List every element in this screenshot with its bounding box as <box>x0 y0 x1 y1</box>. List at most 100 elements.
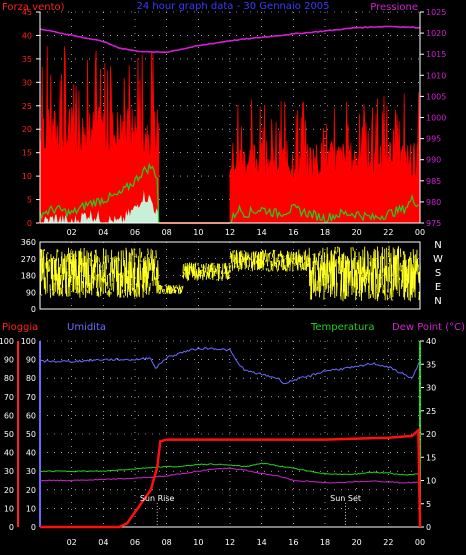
chart-title: 24 hour graph data - 30 Gennaio 2005 <box>136 1 329 12</box>
rain-tick-label: 70 <box>4 393 14 402</box>
direction-tick-label: 0 <box>31 305 36 314</box>
direction-frame <box>39 241 421 310</box>
rain-tick-label: 60 <box>4 411 14 420</box>
pressure-tick-label: 1015 <box>426 50 446 59</box>
hour-tick-label: 06 <box>130 228 140 237</box>
hour-tick-label: 14 <box>257 228 267 237</box>
rain-tick-label: 20 <box>4 486 14 495</box>
direction-tick-label: 360 <box>21 238 36 247</box>
wind-tick-label: 45 <box>22 8 32 17</box>
hour-tick-label: 04 <box>98 538 108 547</box>
hour-tick-label: 22 <box>383 228 393 237</box>
compass-label: S <box>435 268 441 279</box>
temperature-tick-label: 35 <box>426 360 436 369</box>
compass-label: W <box>433 254 443 265</box>
humidity-tick-label: 100 <box>21 337 36 346</box>
pressure-line <box>39 25 421 54</box>
pressure-tick-label: 985 <box>426 177 441 186</box>
wind-tick-label: 5 <box>27 196 32 205</box>
rain-line <box>40 427 422 529</box>
temperature-tick-label: 25 <box>426 407 436 416</box>
temperature-tick-label: 20 <box>426 430 436 439</box>
rain-tick-label: 30 <box>4 467 14 476</box>
rain-label: Pioggia <box>2 322 38 333</box>
rain-tick-label: 40 <box>4 449 14 458</box>
humidity-tick-label: 90 <box>26 356 36 365</box>
temperature-tick-label: 10 <box>426 477 436 486</box>
compass-label: N <box>434 240 441 251</box>
temperature-line <box>39 462 421 476</box>
wind-tick-label: 10 <box>22 172 32 181</box>
hour-tick-label: 06 <box>130 538 140 547</box>
hour-tick-label: 04 <box>98 228 108 237</box>
hour-tick-label: 22 <box>383 538 393 547</box>
hour-tick-label: 08 <box>162 538 172 547</box>
hour-tick-label: 16 <box>288 228 298 237</box>
rain-tick-label: 50 <box>4 430 14 439</box>
pressure-axis-title: Pressione <box>370 2 418 13</box>
rain-tick-label: 0 <box>9 523 14 532</box>
humidity-tick-label: 70 <box>26 393 36 402</box>
direction-tick-label: 180 <box>21 272 36 281</box>
rain-tick-label: 80 <box>4 374 14 383</box>
hour-tick-label: 16 <box>288 538 298 547</box>
temperature-tick-label: 40 <box>426 337 436 346</box>
pressure-tick-label: 1025 <box>426 8 446 17</box>
dewpoint-line <box>39 467 421 484</box>
humidity-label: Umidita <box>67 322 106 333</box>
hour-tick-label: 08 <box>162 228 172 237</box>
temperature-tick-label: 30 <box>426 384 436 393</box>
pressure-tick-label: 995 <box>426 135 441 144</box>
wind-tick-label: 20 <box>22 125 32 134</box>
temperature-tick-label: 0 <box>426 523 431 532</box>
rain-tick-label: 100 <box>0 337 14 346</box>
wind-gust-area-morning <box>39 46 160 224</box>
humidity-tick-label: 50 <box>26 430 36 439</box>
pressure-tick-label: 1010 <box>426 71 446 80</box>
humidity-tick-label: 40 <box>26 449 36 458</box>
pressure-tick-label: 990 <box>426 156 441 165</box>
humidity-tick-label: 30 <box>26 467 36 476</box>
hour-tick-label: 18 <box>320 538 330 547</box>
hour-tick-label: 00 <box>415 538 425 547</box>
pressure-tick-label: 1005 <box>426 92 446 101</box>
wind-tick-label: 25 <box>22 102 32 111</box>
temperature-tick-label: 5 <box>426 500 431 509</box>
hour-tick-label: 18 <box>320 228 330 237</box>
hour-tick-label: 20 <box>352 228 362 237</box>
rain-tick-label: 10 <box>4 504 14 513</box>
pressure-tick-label: 1000 <box>426 114 446 123</box>
hour-tick-label: 02 <box>67 538 77 547</box>
wind-pressure-panel: 0510152025303540459759809859909951000100… <box>22 8 447 237</box>
hour-tick-label: 00 <box>415 228 425 237</box>
pressure-tick-label: 975 <box>426 219 441 228</box>
rain-tick-label: 90 <box>4 356 14 365</box>
hour-tick-label: 12 <box>225 228 235 237</box>
humidity-tick-label: 20 <box>26 486 36 495</box>
hour-tick-label: 14 <box>257 538 267 547</box>
wind-tick-label: 40 <box>22 31 32 40</box>
direction-tick-label: 90 <box>26 288 36 297</box>
hour-tick-label: 10 <box>193 538 203 547</box>
humidity-tick-label: 10 <box>26 504 36 513</box>
humidity-tick-label: 0 <box>31 523 36 532</box>
compass-label: N <box>434 296 441 307</box>
pressure-tick-label: 1020 <box>426 29 446 38</box>
humidity-tick-label: 80 <box>26 374 36 383</box>
temperature-label: Temperatura <box>310 322 375 333</box>
wind-tick-label: 0 <box>27 219 32 228</box>
hour-tick-label: 02 <box>67 228 77 237</box>
hour-tick-label: 10 <box>193 228 203 237</box>
annotation-label: Sun Set <box>330 494 361 503</box>
wind-tick-label: 15 <box>22 149 32 158</box>
hour-tick-label: 12 <box>225 538 235 547</box>
pressure-tick-label: 980 <box>426 198 441 207</box>
hour-tick-label: 20 <box>352 538 362 547</box>
annotation-label: Sun Rise <box>140 494 175 503</box>
dewpoint-label: Dew Point (°C) <box>392 322 465 333</box>
wind-axis-title: Forza vento) <box>2 2 65 13</box>
temperature-tick-label: 15 <box>426 453 436 462</box>
